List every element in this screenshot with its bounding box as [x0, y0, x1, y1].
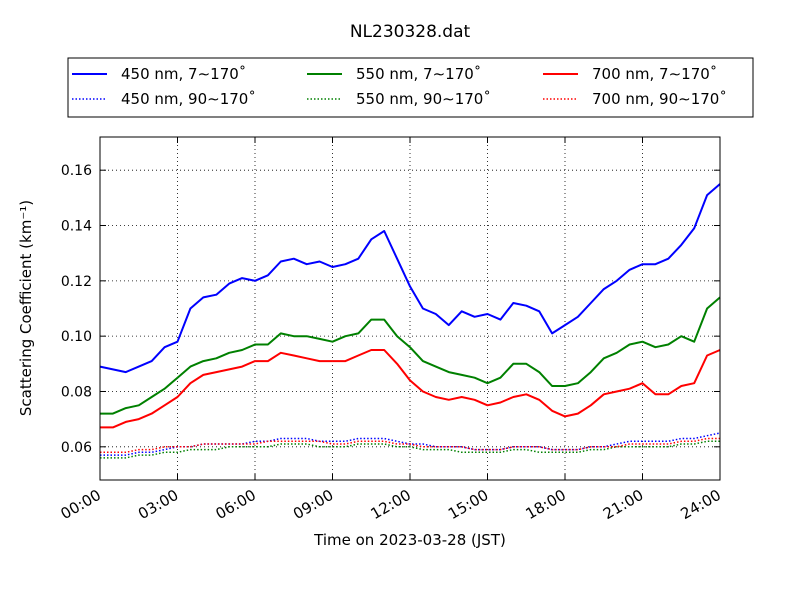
x-tick-label: 18:00 — [523, 486, 569, 523]
y-tick-label: 0.16 — [61, 163, 92, 179]
x-tick-label: 21:00 — [600, 486, 646, 523]
legend-label: 550 nm, 7∼170˚ — [356, 65, 481, 83]
legend-label: 700 nm, 7∼170˚ — [592, 65, 717, 83]
series-layer — [99, 183, 721, 459]
legend-frame — [67, 57, 754, 118]
legend-label: 450 nm, 7∼170˚ — [121, 65, 246, 83]
grid — [99, 137, 721, 480]
y-tick-label: 0.06 — [61, 440, 92, 456]
x-tick-label: 03:00 — [135, 486, 181, 523]
ticks: 00:00 03:00 06:00 09:00 12:00 15:00 18:00 21:00… — [58, 137, 724, 523]
legend-label: 550 nm, 90∼170˚ — [356, 90, 491, 108]
x-axis-label: Time on 2023-03-28 (JST) — [313, 531, 506, 549]
x-tick-label: 06:00 — [213, 486, 259, 523]
series-line-5 — [100, 440, 720, 459]
x-tick-label: 12:00 — [368, 486, 414, 523]
y-tick-label: 0.14 — [61, 219, 92, 235]
y-tick-label: 0.12 — [61, 274, 92, 290]
series-line-6 — [100, 437, 720, 454]
legend-label: 700 nm, 90∼170˚ — [592, 90, 727, 108]
legend: 450 nm, 7∼170˚ 550 nm, 7∼170˚ 700 nm, 7∼17… — [67, 57, 754, 118]
x-tick-label: 09:00 — [290, 486, 336, 523]
series-line-3 — [100, 349, 721, 429]
x-tick-label: 00:00 — [58, 486, 104, 523]
chart-title: NL230328.dat — [350, 22, 471, 42]
y-axis-label: Scattering Coefficient (km⁻¹) — [17, 200, 35, 416]
x-tick-label: 24:00 — [678, 486, 724, 523]
x-tick-label: 15:00 — [445, 486, 491, 523]
plot-frame — [99, 136, 721, 481]
series-line-2 — [100, 296, 721, 415]
legend-label: 450 nm, 90∼170˚ — [121, 90, 256, 108]
y-tick-label: 0.10 — [61, 329, 92, 345]
series-line-1 — [99, 183, 721, 374]
y-tick-label: 0.08 — [61, 384, 92, 400]
